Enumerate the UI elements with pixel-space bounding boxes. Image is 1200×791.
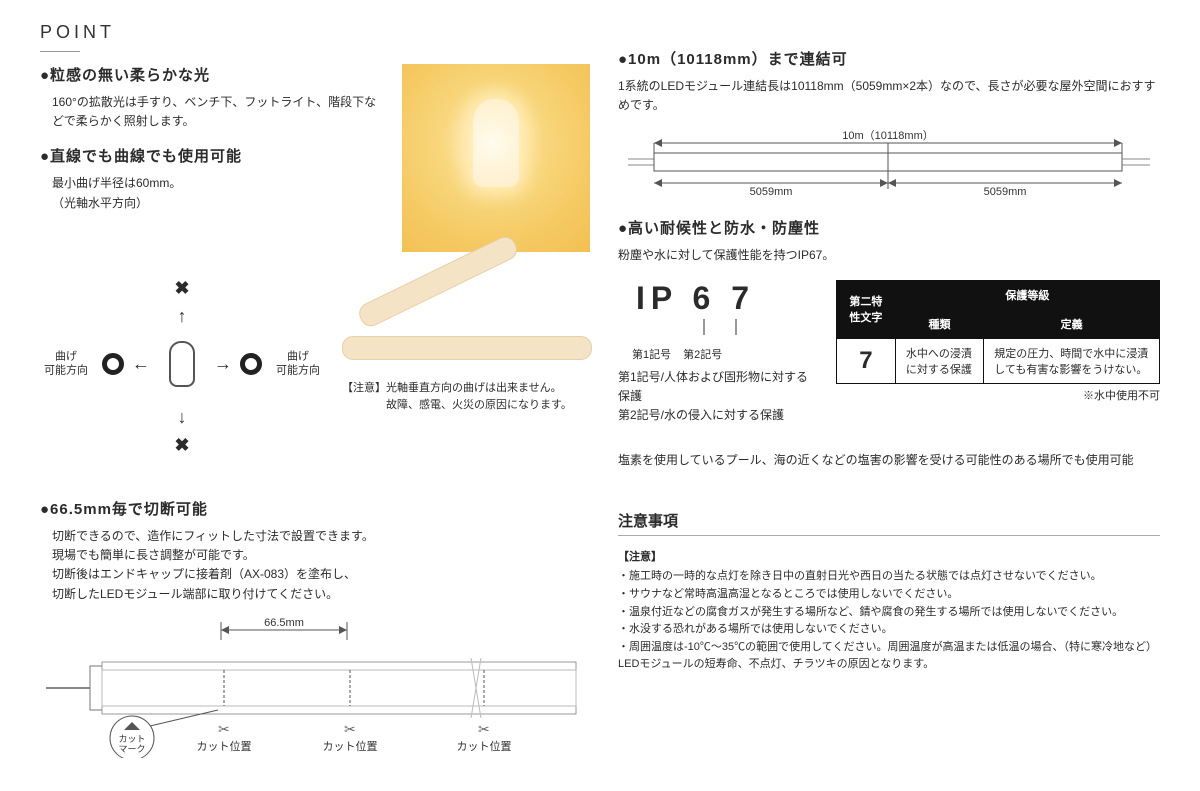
- led-light-photo: [402, 64, 590, 252]
- table-cell-value: 7: [837, 338, 896, 383]
- secR2-body: 粉塵や水に対して保護性能を持つIP67。: [618, 246, 1160, 265]
- svg-text:カット: カット: [118, 734, 145, 744]
- warn-list-item: 温泉付近などの腐食ガスが発生する場所など、錆や腐食の発生する場所では使用しないで…: [618, 604, 1160, 622]
- arrow-up-icon: ↑: [178, 306, 187, 327]
- circle-ok-icon: [102, 353, 124, 375]
- table-header: 定義: [984, 309, 1160, 338]
- length-diagram: 10m（10118mm） 5059mm: [618, 129, 1160, 195]
- point-divider: [40, 51, 80, 52]
- svg-text:✂: ✂: [478, 721, 490, 737]
- sec1-heading: ●粒感の無い柔らかな光: [40, 64, 384, 85]
- svg-text:マーク: マーク: [118, 744, 145, 754]
- sec3-body: 切断できるので、造作にフィットした寸法で設置できます。 現場でも簡単に長さ調整が…: [40, 527, 592, 604]
- svg-text:✂: ✂: [218, 721, 230, 737]
- warn-list: 施工時の一時的な点灯を除き日中の直射日光や西日の当たる状態では点灯させないでくだ…: [618, 568, 1160, 674]
- svg-text:カット位置: カット位置: [323, 739, 378, 753]
- sec2-heading: ●直線でも曲線でも使用可能: [40, 145, 384, 166]
- svg-text:5059mm: 5059mm: [984, 186, 1027, 195]
- sec1-body: 160°の拡散光は手すり、ベンチ下、フットライト、階段下などで柔らかく照射します…: [40, 93, 384, 131]
- secR2-heading: ●高い耐候性と防水・防塵性: [618, 217, 1160, 238]
- warn-list-item: 周囲温度は-10℃～35℃の範囲で使用してください。周囲温度が高温または低温の場…: [618, 639, 1160, 674]
- x-mark-icon: ✖: [174, 278, 189, 299]
- bend-ok-label-right: 曲げ可能方向: [276, 350, 320, 379]
- arrow-down-icon: ↓: [178, 407, 187, 428]
- warn-subheading: 【注意】: [618, 548, 1160, 564]
- cut-position-diagram: 66.5mm ✂: [40, 618, 592, 758]
- warn-divider: [618, 535, 1160, 536]
- chlorine-note: 塩素を使用しているプール、海の近くなどの塩害の影響を受ける可能性のある場所でも使…: [618, 451, 1160, 470]
- point-title: POINT: [40, 22, 592, 43]
- circle-ok-icon: [240, 353, 262, 375]
- table-cell-def: 規定の圧力、時間で水中に浸漬しても有害な影響をうけない。: [984, 338, 1160, 383]
- led-profile-shape: [169, 341, 195, 387]
- bend-ok-label-left: 曲げ可能方向: [44, 350, 88, 379]
- svg-text:66.5mm: 66.5mm: [264, 618, 304, 629]
- warn-list-item: 施工時の一時的な点灯を除き日中の直射日光や西日の当たる状態では点灯させないでくだ…: [618, 568, 1160, 586]
- svg-text:カット位置: カット位置: [197, 739, 252, 753]
- x-mark-icon: ✖: [174, 435, 189, 456]
- sec2-body: 最小曲げ半径は60mm。 （光軸水平方向）: [40, 174, 384, 212]
- flex-strip-photo: [342, 254, 592, 374]
- svg-text:カット位置: カット位置: [457, 739, 512, 753]
- table-header: 保護等級: [895, 280, 1159, 309]
- warn-list-item: 水没する恐れがある場所では使用しないでください。: [618, 621, 1160, 639]
- warn-heading: 注意事項: [618, 510, 1160, 531]
- secR1-body: 1系統のLEDモジュール連結長は10118mm（5059mm×2本）なので、長さ…: [618, 77, 1160, 115]
- svg-text:10m（10118mm）: 10m（10118mm）: [842, 129, 934, 142]
- svg-text:✂: ✂: [344, 721, 356, 737]
- ip67-big-text: IP 6 7: [618, 280, 818, 317]
- table-cell-kind: 水中への浸漬に対する保護: [895, 338, 983, 383]
- bend-direction-diagram: ✖ ↑ ↓ ✖ 曲げ可能方向 ← → 曲げ可能方向: [40, 254, 324, 474]
- ip-label-2: 第2記号: [683, 346, 722, 362]
- ip-note: ※水中使用不可: [836, 387, 1160, 403]
- ip67-breakdown: IP 6 7 第1記号 第2記号 第1記号/人体および固形物に対する保護 第2記…: [618, 280, 818, 426]
- warn-list-item: サウナなど常時高温高湿となるところでは使用しないでください。: [618, 586, 1160, 604]
- table-header: 種類: [895, 309, 983, 338]
- svg-text:5059mm: 5059mm: [750, 186, 793, 195]
- arrow-right-icon: →: [214, 354, 232, 375]
- ip-line1: 第1記号/人体および固形物に対する保護: [618, 368, 818, 406]
- ip-line2: 第2記号/水の侵入に対する保護: [618, 406, 818, 425]
- table-header: 第二特性文字: [837, 280, 896, 338]
- sec3-heading: ●66.5mm毎で切断可能: [40, 498, 592, 519]
- ip-label-1: 第1記号: [632, 346, 671, 362]
- ip-rating-table: 第二特性文字 保護等級 種類 定義 7 水中への浸漬に対する保護 規定の圧力、時…: [836, 280, 1160, 384]
- secR1-heading: ●10m（10118mm）まで連結可: [618, 48, 1160, 69]
- bend-warning-note: 【注意】光軸垂直方向の曲げは出来ません。 故障、感電、火災の原因になります。: [342, 380, 592, 413]
- arrow-left-icon: ←: [132, 354, 150, 375]
